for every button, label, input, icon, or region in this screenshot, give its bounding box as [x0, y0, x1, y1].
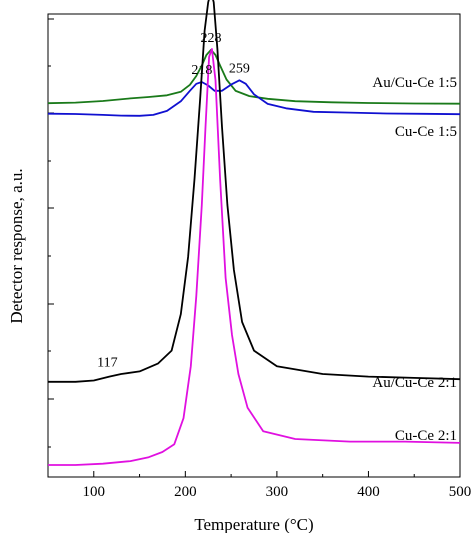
series-label-au-cu-ce-1-5: Au/Cu-Ce 1:5	[372, 75, 457, 91]
x-axis-ticks: 100 200 300 400 500	[47, 471, 472, 500]
series-label-au-cu-ce-2-1: Au/Cu-Ce 2:1	[372, 375, 457, 391]
x-tick-label-500: 500	[449, 484, 472, 500]
x-tick-label-300: 300	[266, 484, 289, 500]
labels-layer: Au/Cu-Ce 1:5 Cu-Ce 1:5 Au/Cu-Ce 2:1 Cu-Ce 2…	[97, 31, 457, 444]
series-label-cu-ce-1-5: Cu-Ce 1:5	[395, 124, 457, 140]
series-layer	[47, 0, 461, 466]
peak-label-259: 259	[229, 61, 250, 76]
peak-label-228: 228	[200, 31, 221, 46]
x-axis-label: Temperature (°C)	[194, 515, 313, 533]
y-axis-label: Detector response, a.u.	[7, 168, 26, 323]
peak-label-117: 117	[97, 356, 117, 371]
series-line-cu-ce-1-5	[47, 79, 461, 117]
series-line-au-cu-ce-2-1	[48, 0, 461, 383]
x-tick-label-200: 200	[174, 484, 197, 500]
x-tick-label-100: 100	[83, 484, 106, 500]
series-line-cu-ce-2-1	[48, 48, 461, 466]
x-tick-label-400: 400	[357, 484, 380, 500]
y-axis-ticks	[48, 18, 54, 448]
series-label-cu-ce-2-1: Cu-Ce 2:1	[395, 428, 457, 444]
peak-label-218: 218	[191, 63, 212, 78]
plot-frame	[47, 13, 461, 478]
